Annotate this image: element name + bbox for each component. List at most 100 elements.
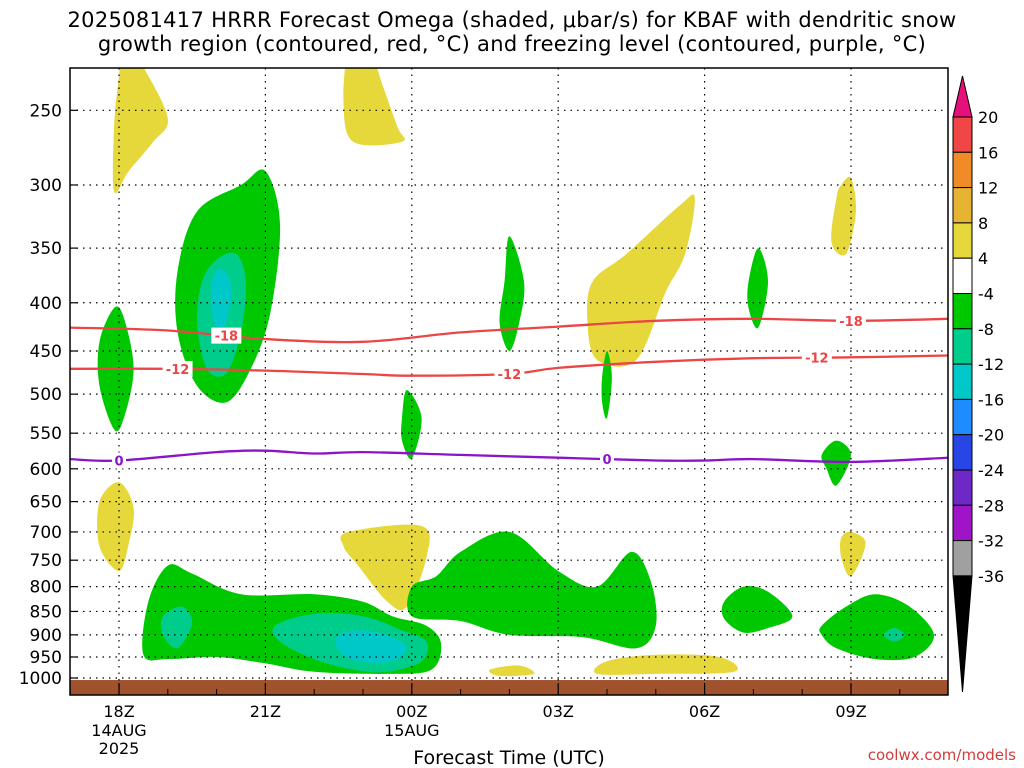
colorbar-bottom-arrow bbox=[952, 575, 973, 693]
contour-label-bg bbox=[801, 349, 832, 366]
colorbar: 20 16 12 8 4 -4 -8 -12 -16 -20 -24 -28 -32 -36 bbox=[952, 75, 1004, 693]
ground-bar bbox=[70, 680, 948, 695]
contour-label-bg bbox=[211, 327, 242, 344]
colorbar-tick-label--16: -16 bbox=[978, 390, 1004, 409]
omega-region-6 bbox=[340, 524, 430, 611]
y-tick-label-950: 950 bbox=[30, 648, 62, 668]
colorbar-swatch-11 bbox=[952, 504, 973, 542]
ground-layer bbox=[70, 680, 948, 695]
contour-label: -12 bbox=[498, 368, 522, 383]
y-tick-label-700: 700 bbox=[30, 523, 62, 543]
omega-shading bbox=[97, 13, 935, 677]
omega-region-9 bbox=[593, 654, 738, 675]
x-tick-label-18Z: 18Z bbox=[103, 702, 134, 721]
omega-region-16 bbox=[601, 351, 612, 419]
contour-label-bg bbox=[836, 312, 866, 329]
x-tick-sublabel-14AUG: 14AUG bbox=[91, 721, 146, 740]
contour-label: -12 bbox=[166, 363, 190, 378]
y-tick-label-400: 400 bbox=[30, 294, 62, 314]
colorbar-tick-label-16: 16 bbox=[978, 143, 998, 162]
colorbar-tick-label--12: -12 bbox=[978, 355, 1004, 374]
omega-region-18 bbox=[821, 440, 851, 486]
purple-contour-0 bbox=[70, 449, 948, 464]
colorbar-swatch-7 bbox=[952, 363, 973, 400]
colorbar-swatch-9 bbox=[952, 434, 973, 471]
contour-label: 0 bbox=[114, 455, 123, 470]
chart-title-line-1: 2025081417 HRRR Forecast Omega (shaded, … bbox=[67, 8, 957, 32]
x-tick-label-03Z: 03Z bbox=[543, 702, 574, 721]
x-tick-label-09Z: 09Z bbox=[835, 702, 866, 721]
colorbar-tick-label--8: -8 bbox=[978, 320, 994, 339]
y-tick-label-1000: 1000 bbox=[19, 669, 62, 689]
grid-lines bbox=[70, 68, 948, 695]
y-tick-label-900: 900 bbox=[30, 626, 62, 646]
x-tick-label-00Z: 00Z bbox=[396, 702, 427, 721]
y-tick-label-650: 650 bbox=[30, 493, 62, 513]
colorbar-tick-label--24: -24 bbox=[978, 461, 1004, 480]
colorbar-tick-label--28: -28 bbox=[978, 496, 1004, 515]
omega-region-3 bbox=[586, 194, 695, 367]
colorbar-tick-label--4: -4 bbox=[978, 285, 994, 304]
contour-label-bg bbox=[162, 360, 193, 377]
omega-region-4 bbox=[831, 176, 857, 256]
contour-label: -12 bbox=[805, 352, 829, 367]
y-tick-label-450: 450 bbox=[30, 342, 62, 362]
y-tick-label-850: 850 bbox=[30, 602, 62, 622]
chart-title-line-2: growth region (contoured, red, °C) and f… bbox=[97, 32, 927, 56]
colorbar-tick-label--36: -36 bbox=[978, 567, 1004, 586]
omega-region-2 bbox=[343, 68, 405, 146]
omega-region-7 bbox=[840, 531, 866, 577]
y-tick-label-800: 800 bbox=[30, 578, 62, 598]
omega-region-13 bbox=[210, 268, 232, 329]
contour-label: -18 bbox=[839, 315, 863, 330]
omega-region-26 bbox=[883, 627, 905, 642]
colorbar-swatch-2 bbox=[952, 187, 973, 224]
contour-label: -18 bbox=[215, 330, 239, 345]
temperature-contours: -18 -18 -12 -12 -12 0 0 bbox=[70, 312, 948, 470]
x-tick-label-06Z: 06Z bbox=[689, 702, 720, 721]
y-tick-label-550: 550 bbox=[30, 424, 62, 444]
contour-label-bg bbox=[600, 451, 614, 468]
credit-text: coolwx.com/models bbox=[867, 746, 1016, 764]
omega-region-22 bbox=[335, 630, 407, 663]
x-axis-label: Forecast Time (UTC) bbox=[413, 747, 604, 768]
colorbar-tick-label-20: 20 bbox=[978, 108, 998, 127]
omega-region-1 bbox=[255, 13, 265, 35]
colorbar-swatch-4 bbox=[952, 257, 973, 295]
colorbar-swatch-10 bbox=[952, 469, 973, 506]
omega-region-15 bbox=[401, 390, 422, 460]
chart-title: 2025081417 HRRR Forecast Omega (shaded, … bbox=[0, 8, 1024, 56]
omega-region-5 bbox=[97, 482, 135, 572]
x-tick-sublabel-2025: 2025 bbox=[99, 739, 140, 758]
colorbar-tick-label--20: -20 bbox=[978, 426, 1004, 445]
x-tick-sublabel-15AUG: 15AUG bbox=[384, 721, 439, 740]
omega-region-0 bbox=[112, 68, 168, 194]
colorbar-swatch-3 bbox=[952, 222, 973, 259]
contour-label-bg bbox=[494, 366, 525, 383]
colorbar-swatch-1 bbox=[952, 151, 973, 189]
colorbar-tick-label-4: 4 bbox=[978, 249, 988, 268]
y-tick-label-750: 750 bbox=[30, 551, 62, 571]
contour-label-bg bbox=[112, 452, 126, 469]
colorbar-swatch-0 bbox=[952, 116, 973, 153]
omega-region-23 bbox=[407, 531, 657, 649]
omega-region-20 bbox=[160, 606, 193, 649]
y-tick-label-350: 350 bbox=[30, 239, 62, 259]
colorbar-swatch-12 bbox=[952, 540, 973, 577]
omega-region-14 bbox=[499, 236, 525, 351]
y-tick-label-500: 500 bbox=[30, 385, 62, 405]
x-tick-label-21Z: 21Z bbox=[250, 702, 281, 721]
y-tick-label-600: 600 bbox=[30, 460, 62, 480]
colorbar-swatch-6 bbox=[952, 328, 973, 365]
contour-label: 0 bbox=[602, 453, 611, 468]
omega-region-8 bbox=[488, 665, 535, 677]
omega-region-24 bbox=[721, 586, 793, 633]
y-tick-label-250: 250 bbox=[30, 101, 62, 121]
y-tick-label-300: 300 bbox=[30, 176, 62, 196]
omega-region-25 bbox=[819, 594, 935, 661]
colorbar-tick-label-12: 12 bbox=[978, 179, 998, 198]
colorbar-tick-label--32: -32 bbox=[978, 532, 1004, 551]
colorbar-tick-label-8: 8 bbox=[978, 214, 988, 233]
